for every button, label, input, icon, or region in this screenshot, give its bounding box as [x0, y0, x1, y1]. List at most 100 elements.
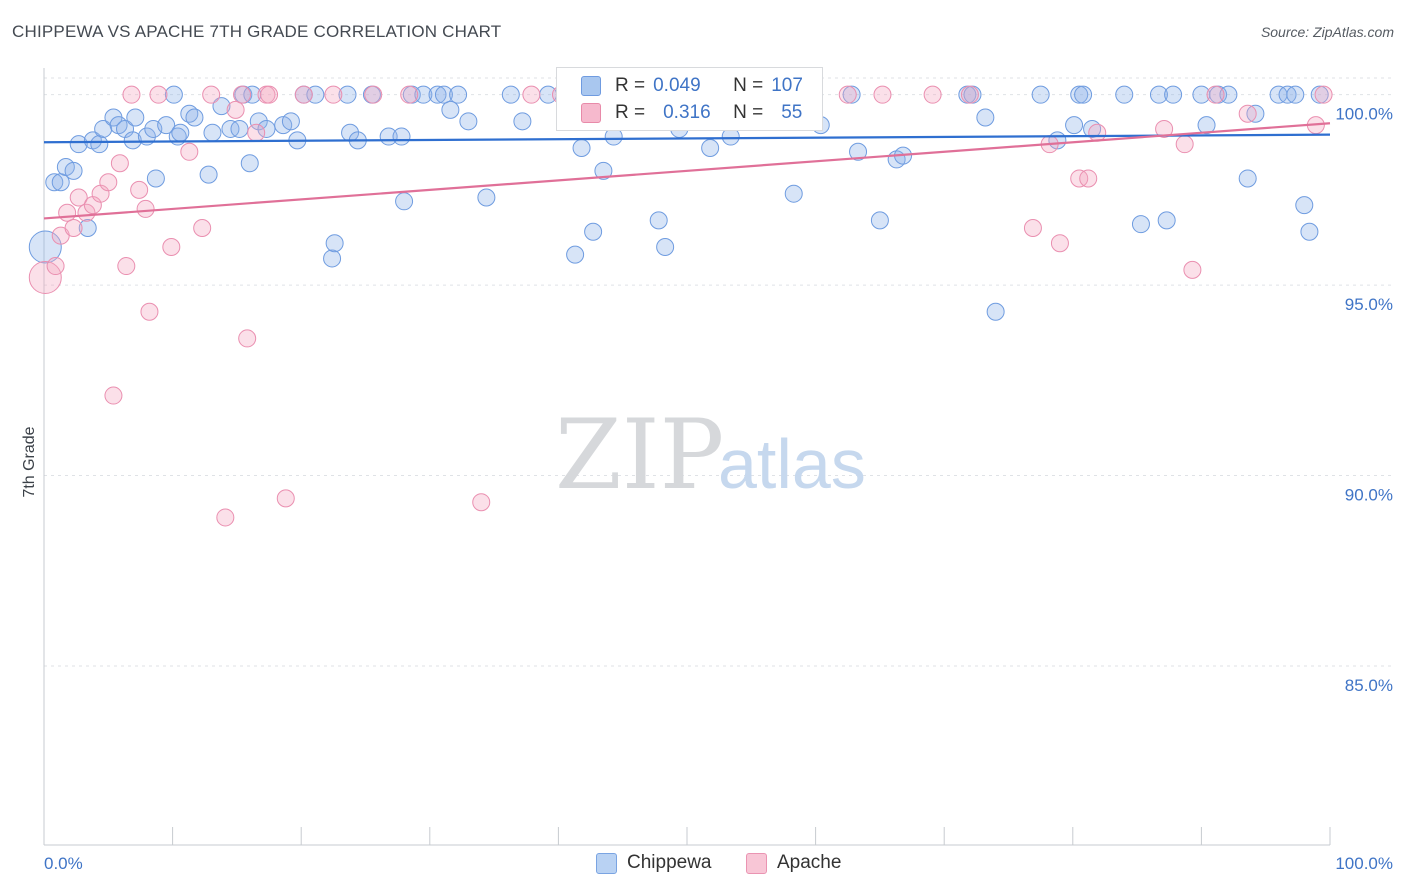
chippewa-point	[477, 188, 496, 207]
chippewa-point	[572, 138, 591, 157]
trend-lines	[43, 122, 1331, 220]
apache-point	[1079, 169, 1098, 188]
chippewa-point	[428, 85, 447, 104]
chippewa-point	[501, 85, 520, 104]
chippewa-point	[1115, 85, 1134, 104]
chippewa-point	[185, 108, 204, 127]
apache-point	[1183, 260, 1202, 279]
apache-point	[294, 85, 313, 104]
apache-point	[472, 493, 491, 512]
chippewa-point	[157, 116, 176, 135]
apache-swatch	[581, 103, 601, 123]
chippewa-point	[338, 85, 357, 104]
apache-point	[1088, 123, 1107, 142]
x-tick-label-max: 100.0%	[1335, 854, 1393, 873]
chippewa-point	[594, 161, 613, 180]
chippewa-point	[1031, 85, 1050, 104]
apache-point	[136, 199, 155, 218]
apache-point	[69, 188, 88, 207]
chippewa-point	[1219, 85, 1238, 104]
chippewa-point	[1286, 85, 1305, 104]
apache-point	[216, 508, 235, 527]
chippewa-point	[1074, 85, 1093, 104]
source-credit: Source: ZipAtlas.com	[1260, 24, 1394, 40]
apache-point	[1155, 119, 1174, 138]
apache-point	[233, 85, 252, 104]
y-axis-label: 7th Grade	[21, 426, 38, 497]
legend-item-chippewa: Chippewa	[596, 852, 712, 874]
r-label: R =	[615, 75, 646, 96]
chippewa-trend-line	[43, 133, 1331, 144]
y-tick-label: 95.0%	[1345, 295, 1393, 314]
watermark-zip: ZIP	[555, 399, 724, 511]
chippewa-point	[199, 165, 218, 184]
chippewa-point	[164, 85, 183, 104]
apache-point	[180, 142, 199, 161]
apache-point	[58, 203, 77, 222]
chippewa-point	[64, 161, 83, 180]
r-value: 0.316	[663, 102, 711, 123]
chippewa-point	[249, 112, 268, 131]
series-legend: Chippewa Apache	[0, 852, 1406, 878]
chippewa-point	[976, 108, 995, 127]
chippewa-point	[94, 119, 113, 138]
y-tick-label: 90.0%	[1345, 486, 1393, 505]
chippewa-point	[221, 119, 240, 138]
apache-point	[1070, 169, 1089, 188]
n-label: N =	[733, 75, 764, 96]
chippewa-point	[395, 192, 414, 211]
watermark: ZIP atlas	[555, 399, 866, 511]
y-tick-label: 85.0%	[1345, 676, 1393, 695]
chippewa-swatch	[581, 76, 601, 96]
n-value: 107	[771, 75, 803, 96]
chippewa-point	[257, 119, 276, 138]
n-label: N =	[733, 102, 764, 123]
chippewa-legend-swatch	[596, 852, 617, 874]
apache-point	[238, 329, 257, 348]
chippewa-point	[1238, 169, 1257, 188]
apache-point	[46, 257, 65, 276]
chippewa-point	[392, 127, 411, 146]
chippewa-point	[123, 131, 142, 150]
chippewa-point	[566, 245, 585, 264]
apache-point	[1314, 85, 1333, 104]
apache-point	[99, 173, 118, 192]
chippewa-point	[212, 97, 231, 116]
chippewa-point	[649, 211, 668, 230]
chippewa-point	[1310, 85, 1329, 104]
apache-trend-line	[43, 122, 1331, 220]
chippewa-point	[784, 184, 803, 203]
apache-point	[110, 154, 129, 173]
chippewa-point	[434, 85, 453, 104]
chippewa-points	[28, 85, 1329, 321]
apache-point	[1050, 234, 1069, 253]
chippewa-point	[323, 249, 342, 268]
apache-point	[873, 85, 892, 104]
correlation-legend: R = 0.049 N = 107 R = 0.316 N = 55	[556, 67, 823, 131]
chippewa-point	[281, 112, 300, 131]
chippewa-point	[1149, 85, 1168, 104]
chippewa-point	[1278, 85, 1297, 104]
chippewa-point	[1295, 196, 1314, 215]
apache-point	[64, 218, 83, 237]
apache-point	[400, 85, 419, 104]
apache-point	[247, 123, 266, 142]
r-value: 0.049	[653, 75, 701, 96]
chippewa-point	[1164, 85, 1183, 104]
legend-label-chippewa: Chippewa	[627, 852, 712, 873]
apache-point	[149, 85, 168, 104]
apache-point	[838, 85, 857, 104]
apache-point	[117, 257, 136, 276]
chippewa-point	[240, 154, 259, 173]
apache-point	[140, 302, 159, 321]
apache-point	[1206, 85, 1225, 104]
chippewa-point	[1157, 211, 1176, 230]
apache-point	[77, 203, 96, 222]
chippewa-point	[459, 112, 478, 131]
chippewa-point	[126, 108, 145, 127]
chippewa-point	[1300, 222, 1319, 241]
apache-point	[130, 180, 149, 199]
apache-point	[28, 260, 62, 294]
legend-row-chippewa: R = 0.049 N = 107	[581, 74, 803, 98]
